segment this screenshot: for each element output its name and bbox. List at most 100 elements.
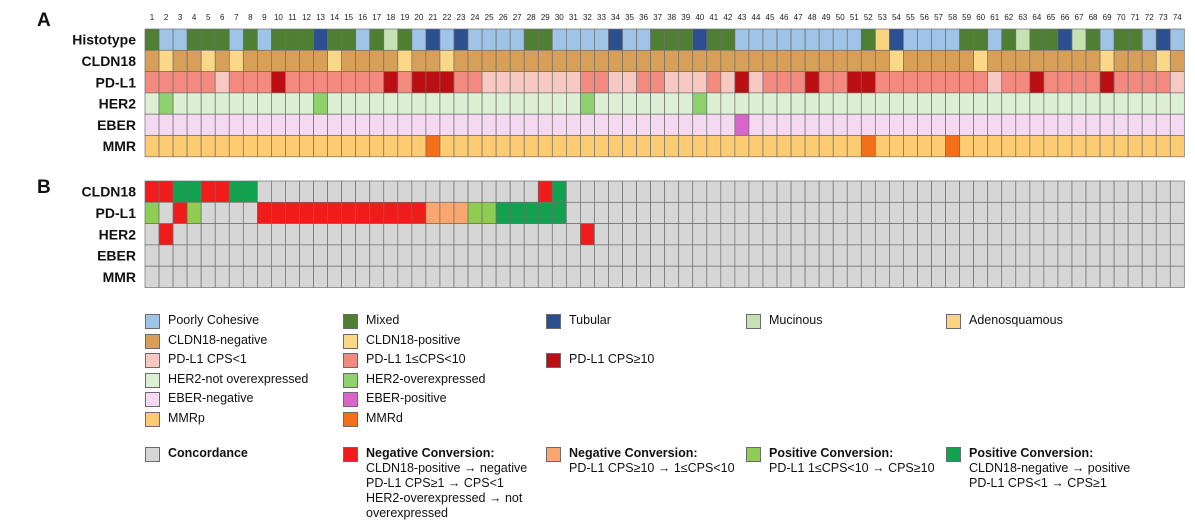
b-cell-pd-l1-66 (1057, 201, 1073, 224)
a-cell-cldn18-58 (945, 49, 960, 72)
b-cell-eber-15 (341, 244, 357, 267)
a-cell-her2-57 (931, 92, 946, 115)
a-cell-histotype-11 (285, 28, 300, 51)
b-cell-cldn18-2 (158, 180, 174, 203)
a-cell-cldn18-67 (1071, 49, 1087, 72)
a-cell-eber-17 (369, 113, 385, 136)
a-cell-mmr-26 (495, 135, 511, 158)
b-cell-eber-63 (1015, 244, 1031, 267)
b-cell-mmr-54 (889, 265, 904, 288)
b-cell-cldn18-70 (1113, 180, 1129, 203)
a-cell-pd-l1-6 (214, 71, 230, 94)
b-cell-mmr-21 (425, 265, 441, 288)
a-cell-her2-17 (369, 92, 385, 115)
b-cell-pd-l1-23 (453, 201, 469, 224)
a-cell-cldn18-68 (1085, 49, 1101, 72)
b-cell-cldn18-50 (832, 180, 848, 203)
a-cell-eber-41 (706, 113, 722, 136)
b-cell-cldn18-3 (172, 180, 188, 203)
b-cell-her2-42 (720, 223, 736, 246)
a-cell-pd-l1-47 (790, 71, 806, 94)
a-cell-histotype-30 (551, 28, 567, 51)
a-cell-histotype-53 (874, 28, 890, 51)
a-cell-histotype-16 (355, 28, 371, 51)
legend-text: EBER-positive (366, 391, 447, 405)
b-cell-mmr-13 (313, 265, 328, 288)
b-cell-pd-l1-10 (271, 201, 286, 224)
b-cell-pd-l1-56 (917, 201, 932, 224)
a-cell-cldn18-1 (144, 49, 160, 72)
b-cell-mmr-22 (439, 265, 455, 288)
b-cell-cldn18-67 (1071, 180, 1087, 203)
b-cell-cldn18-5 (200, 180, 216, 203)
b-cell-eber-36 (636, 244, 651, 267)
b-cell-pd-l1-15 (341, 201, 357, 224)
legend-item-mixed: Mixed (343, 313, 399, 329)
a-cell-pd-l1-8 (242, 71, 258, 94)
a-cell-her2-49 (818, 92, 834, 115)
b-cell-cldn18-62 (1001, 180, 1017, 203)
b-cell-eber-14 (327, 244, 342, 267)
a-cell-pd-l1-38 (664, 71, 680, 94)
a-cell-her2-41 (706, 92, 722, 115)
b-cell-mmr-71 (1127, 265, 1143, 288)
a-cell-cldn18-22 (439, 49, 455, 72)
b-cell-cldn18-11 (285, 180, 300, 203)
a-cell-mmr-21 (425, 135, 441, 158)
b-cell-pd-l1-31 (565, 201, 581, 224)
a-cell-her2-39 (678, 92, 694, 115)
a-cell-eber-26 (495, 113, 511, 136)
b-cell-mmr-31 (565, 265, 581, 288)
a-cell-cldn18-27 (509, 49, 525, 72)
a-cell-her2-1 (144, 92, 160, 115)
a-cell-her2-45 (762, 92, 778, 115)
legend-swatch (746, 314, 761, 329)
b-cell-cldn18-33 (594, 180, 609, 203)
b-cell-cldn18-29 (537, 180, 553, 203)
column-number-label: 3 (178, 13, 183, 22)
column-number-label: 29 (541, 13, 550, 22)
a-cell-cldn18-41 (706, 49, 722, 72)
b-cell-mmr-1 (144, 265, 160, 288)
b-cell-eber-25 (481, 244, 497, 267)
a-cell-histotype-8 (242, 28, 258, 51)
a-cell-cldn18-49 (818, 49, 834, 72)
b-cell-her2-14 (327, 223, 342, 246)
a-cell-histotype-71 (1127, 28, 1143, 51)
column-number-label: 51 (850, 13, 859, 22)
b-cell-eber-68 (1085, 244, 1101, 267)
column-number-label: 54 (892, 13, 901, 22)
a-cell-mmr-25 (481, 135, 497, 158)
b-cell-pd-l1-43 (734, 201, 750, 224)
a-cell-histotype-59 (959, 28, 974, 51)
b-cell-mmr-20 (411, 265, 427, 288)
b-cell-pd-l1-32 (580, 201, 595, 224)
a-cell-cldn18-16 (355, 49, 371, 72)
a-cell-cldn18-39 (678, 49, 694, 72)
a-cell-mmr-66 (1057, 135, 1073, 158)
legend-text: Negative Conversion: CLDN18-positive → ne… (366, 446, 527, 521)
a-cell-mmr-63 (1015, 135, 1031, 158)
legend-swatch (946, 447, 961, 462)
a-cell-pd-l1-24 (467, 71, 483, 94)
b-cell-eber-20 (411, 244, 427, 267)
a-cell-eber-56 (917, 113, 932, 136)
b-cell-pd-l1-68 (1085, 201, 1101, 224)
legend-swatch (546, 314, 561, 329)
b-cell-cldn18-12 (299, 180, 314, 203)
b-cell-pd-l1-25 (481, 201, 497, 224)
b-cell-eber-57 (931, 244, 946, 267)
a-cell-mmr-52 (860, 135, 876, 158)
b-cell-eber-69 (1099, 244, 1115, 267)
b-cell-cldn18-42 (720, 180, 736, 203)
a-cell-histotype-69 (1099, 28, 1115, 51)
a-cell-her2-65 (1043, 92, 1059, 115)
a-cell-pd-l1-63 (1015, 71, 1031, 94)
b-cell-pd-l1-72 (1141, 201, 1157, 224)
b-cell-pd-l1-13 (313, 201, 328, 224)
b-cell-pd-l1-2 (158, 201, 174, 224)
b-cell-cldn18-40 (692, 180, 708, 203)
b-cell-mmr-30 (551, 265, 567, 288)
legend-text: MMRp (168, 411, 205, 425)
a-cell-eber-36 (636, 113, 651, 136)
